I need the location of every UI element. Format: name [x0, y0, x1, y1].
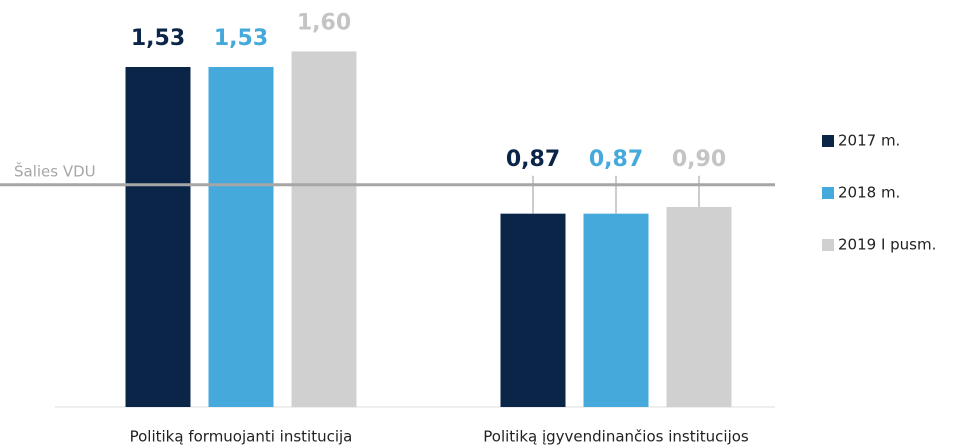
- bar: [583, 213, 649, 407]
- value-label: 0,87: [506, 147, 560, 172]
- value-label: 1,53: [214, 26, 268, 51]
- value-label: 1,60: [297, 10, 351, 35]
- reference-label: Šalies VDU: [14, 161, 96, 180]
- bar: [500, 213, 566, 407]
- legend-swatch: [822, 135, 834, 147]
- bar: [291, 51, 357, 407]
- x-tick-label: Politiką įgyvendinančios institucijos: [483, 428, 749, 446]
- legend-swatch: [822, 239, 834, 251]
- value-label: 1,53: [131, 26, 185, 51]
- bar: [666, 207, 732, 407]
- legend-label: 2017 m.: [838, 132, 900, 150]
- bar: [208, 67, 274, 407]
- bar: [125, 67, 191, 407]
- x-tick-label: Politiką formuojanti institucija: [130, 428, 353, 446]
- legend-swatch: [822, 187, 834, 199]
- value-label: 0,87: [589, 147, 643, 172]
- legend-label: 2018 m.: [838, 184, 900, 202]
- legend-label: 2019 I pusm.: [838, 236, 936, 254]
- value-label: 0,90: [672, 147, 726, 172]
